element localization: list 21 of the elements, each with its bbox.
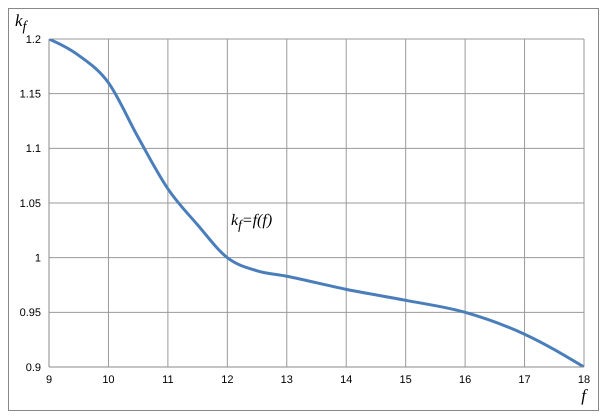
y-axis-title: k$_{f}$ [15,11,26,35]
x-tick-label: 11 [162,374,174,386]
x-tick-label: 15 [400,374,412,386]
x-tick-label: 16 [458,374,472,386]
y-tick-label: 0.95 [20,307,41,320]
x-tick-label: 12 [221,374,234,386]
y-tick-label: 1 [34,252,41,265]
y-tick-label: 0.9 [26,362,41,374]
x-tick-label: 17 [518,374,531,386]
y-tick-label: 1.2 [26,34,41,46]
y-tick-label: 1.1 [26,143,41,156]
x-tick-label: 18 [578,374,590,386]
x-axis-title: f [581,386,586,406]
annotation: k$_{f}$=f(f) [231,212,272,234]
y-tick-label: 1.15 [20,88,41,101]
x-tick-label: 9 [46,374,52,386]
line-series [49,39,584,367]
x-tick-label: 13 [280,374,293,386]
y-tick-label: 1.05 [20,198,41,210]
x-tick-label: 10 [102,374,115,386]
x-tick-label: 14 [340,374,352,386]
